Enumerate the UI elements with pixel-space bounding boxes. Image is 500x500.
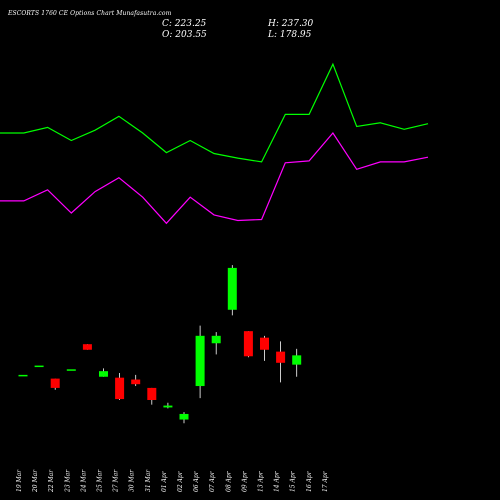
close-value: 223.25 [174, 19, 207, 29]
candle-body [179, 413, 189, 420]
x-tick-label: 14 Apr [274, 470, 281, 492]
candle-body [211, 335, 221, 344]
x-tick-label: 31 Mar [145, 469, 152, 492]
candle-body [147, 387, 157, 400]
close-readout: C: 223.25 [162, 19, 206, 29]
open-value: 203.55 [175, 30, 207, 40]
candle-body [18, 374, 28, 377]
candle-body [243, 331, 253, 357]
low-label: L: [268, 30, 278, 40]
x-tick-label: 08 Apr [225, 470, 232, 492]
candle-body [227, 267, 237, 310]
candle-body [163, 405, 173, 408]
x-tick-label: 30 Mar [129, 469, 136, 492]
candle-body [131, 379, 141, 385]
x-tick-label: 13 Apr [258, 470, 265, 492]
x-tick-label: 24 Mar [80, 469, 87, 493]
x-tick-label: 27 Mar [113, 469, 120, 493]
chart-title: ESCORTS 1760 CE Options Chart Munafasutr… [8, 10, 172, 17]
line-series-1 [0, 62, 429, 163]
candle-body [66, 369, 76, 371]
candle-body [292, 355, 302, 365]
candle-body [34, 365, 44, 368]
high-readout: H: 237.30 [268, 19, 313, 29]
high-label: H: [268, 19, 279, 29]
x-tick-label: 01 Apr [161, 470, 168, 492]
x-tick-label: 25 Mar [97, 469, 104, 493]
x-tick-label: 02 Apr [177, 470, 184, 492]
x-tick-label: 06 Apr [193, 470, 200, 492]
x-tick-label: 17 Apr [322, 470, 329, 492]
candle-body [276, 351, 286, 363]
close-label: C: [162, 19, 172, 29]
low-readout: L: 178.95 [268, 30, 311, 40]
candle-body [260, 337, 269, 350]
x-tick-label: 15 Apr [290, 470, 297, 492]
x-tick-label: 07 Apr [209, 470, 216, 492]
x-tick-label: 09 Apr [241, 470, 248, 492]
candle-body [99, 371, 108, 377]
candle-body [115, 377, 125, 400]
candle-body [50, 378, 60, 388]
low-value: 178.95 [279, 30, 312, 40]
candle-body [82, 344, 92, 350]
open-label: O: [162, 30, 173, 40]
x-tick-label: 16 Apr [306, 470, 313, 492]
x-tick-label: 19 Mar [16, 469, 23, 492]
candle-body [195, 335, 205, 387]
x-tick-label: 23 Mar [64, 469, 71, 493]
line-series-2 [0, 132, 429, 225]
high-value: 237.30 [281, 19, 314, 29]
open-readout: O: 203.55 [162, 30, 207, 40]
x-tick-label: 20 Mar [32, 469, 39, 493]
x-tick-label: 22 Mar [48, 469, 55, 493]
